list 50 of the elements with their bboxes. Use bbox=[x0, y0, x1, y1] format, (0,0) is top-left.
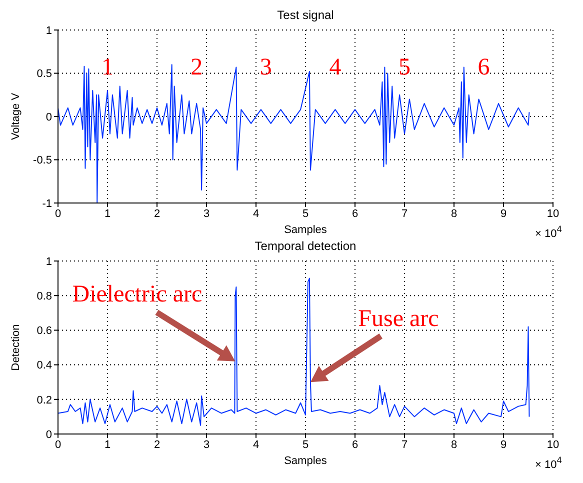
text: × 10$^{4}$ bbox=[535, 456, 562, 472]
x-tick-label: 5 bbox=[302, 438, 309, 451]
x-tick-label: 10 bbox=[546, 208, 560, 220]
x-tick-label: 10 bbox=[546, 438, 560, 451]
x-tick-label: 1 bbox=[104, 208, 111, 220]
annotation: 6 bbox=[478, 54, 490, 82]
x-tick-label: 0 bbox=[54, 438, 62, 451]
annotation: 4 bbox=[329, 54, 342, 82]
x-tick-label: 6 bbox=[352, 438, 358, 451]
text: × 10$^{4}$ bbox=[535, 224, 562, 240]
x-tick-label: 8 bbox=[450, 438, 458, 451]
annotation: 2 bbox=[190, 54, 203, 82]
y-tick-label: 0.5 bbox=[36, 68, 52, 80]
x-axis-title: Samples bbox=[284, 224, 328, 236]
x-tick-label: 7 bbox=[401, 208, 408, 220]
y-tick-label: 0.2 bbox=[36, 394, 52, 406]
y-tick-label: -0.5 bbox=[33, 154, 52, 167]
chart-title: Temporal detection bbox=[254, 239, 358, 255]
x-tick-label: 3 bbox=[203, 208, 210, 220]
x-tick-label: 5 bbox=[302, 208, 309, 220]
x-tick-label: 7 bbox=[401, 438, 408, 451]
y-tick-label: -1 bbox=[42, 198, 52, 210]
y-tick-label: 0.8 bbox=[36, 290, 52, 303]
x-tick-label: 4 bbox=[252, 438, 260, 451]
y-tick-label: 0.6 bbox=[36, 325, 52, 338]
x-tick-label: 2 bbox=[154, 438, 160, 451]
line-series bbox=[58, 278, 530, 426]
x-tick-label: 0 bbox=[54, 208, 62, 220]
x-tick-label: 4 bbox=[252, 208, 260, 220]
y-tick-label: 0.4 bbox=[36, 360, 52, 372]
x-tick-label: 8 bbox=[450, 208, 458, 220]
x-tick-label: 9 bbox=[500, 438, 507, 451]
annotation: 3 bbox=[260, 54, 272, 82]
y-tick-label: 0 bbox=[46, 428, 52, 441]
y-axis-title: Voltage V bbox=[10, 92, 22, 140]
x-tick-label: 1 bbox=[104, 438, 111, 451]
x-tick-label: 2 bbox=[154, 208, 160, 220]
annotation: 1 bbox=[102, 54, 114, 82]
y-axis-title: Detection bbox=[10, 324, 22, 371]
y-tick-label: 1 bbox=[46, 24, 52, 37]
annotation: Fuse arc bbox=[358, 306, 439, 332]
x-tick-label: 6 bbox=[352, 208, 358, 220]
chart-title: Test signal bbox=[276, 8, 335, 24]
y-tick-label: 0 bbox=[46, 111, 52, 124]
x-tick-label: 9 bbox=[500, 208, 507, 220]
annotation: 5 bbox=[398, 54, 410, 82]
y-tick-label: 1 bbox=[46, 256, 52, 268]
x-tick-label: 3 bbox=[203, 438, 210, 451]
annotation: Dielectric arc bbox=[72, 281, 202, 308]
x-axis-title: Samples bbox=[284, 455, 328, 467]
